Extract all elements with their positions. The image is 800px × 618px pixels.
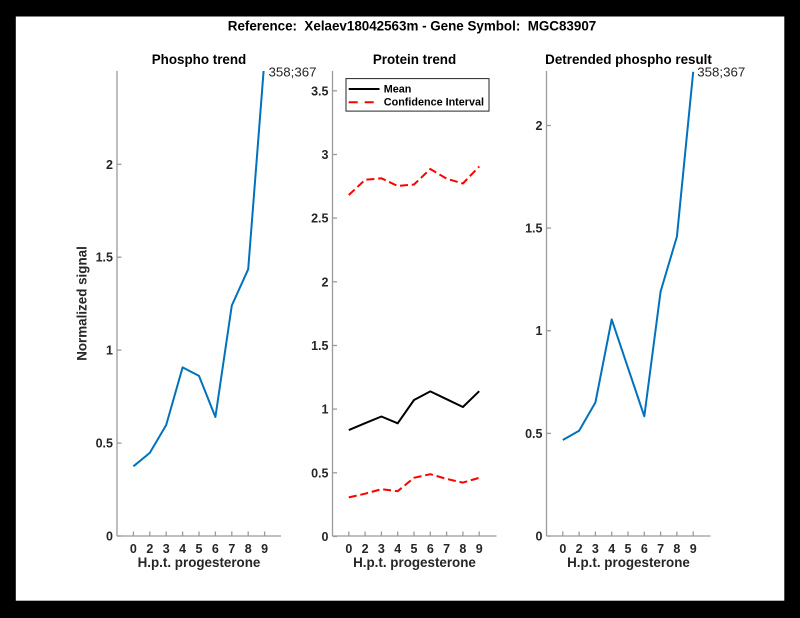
svg-text:7: 7 bbox=[657, 542, 664, 556]
svg-text:6: 6 bbox=[427, 542, 434, 556]
svg-text:8: 8 bbox=[673, 542, 680, 556]
svg-text:0.5: 0.5 bbox=[96, 437, 113, 451]
svg-text:4: 4 bbox=[394, 542, 401, 556]
svg-text:Mean: Mean bbox=[384, 84, 412, 96]
svg-text:2: 2 bbox=[322, 275, 329, 289]
svg-text:9: 9 bbox=[261, 542, 268, 556]
svg-text:Normalized signal: Normalized signal bbox=[75, 246, 90, 361]
svg-text:1: 1 bbox=[536, 324, 543, 338]
svg-text:4: 4 bbox=[179, 542, 186, 556]
svg-text:Detrended phospho result: Detrended phospho result bbox=[545, 52, 712, 67]
svg-text:Reference: Xelaev18042563m -: Reference: Xelaev18042563m - Gene Symbol… bbox=[228, 19, 596, 34]
svg-text:2: 2 bbox=[576, 542, 583, 556]
svg-text:7: 7 bbox=[443, 542, 450, 556]
svg-text:0: 0 bbox=[130, 542, 137, 556]
svg-text:0: 0 bbox=[345, 542, 352, 556]
svg-text:1.5: 1.5 bbox=[525, 222, 542, 236]
svg-text:358;367: 358;367 bbox=[269, 65, 317, 80]
svg-text:1: 1 bbox=[322, 403, 329, 417]
svg-text:8: 8 bbox=[459, 542, 466, 556]
svg-text:3: 3 bbox=[322, 148, 329, 162]
svg-text:2: 2 bbox=[362, 542, 369, 556]
svg-text:0.5: 0.5 bbox=[525, 427, 542, 441]
svg-text:9: 9 bbox=[476, 542, 483, 556]
svg-text:H.p.t. progesterone: H.p.t. progesterone bbox=[138, 555, 261, 570]
svg-text:0: 0 bbox=[559, 542, 566, 556]
svg-text:Confidence Interval: Confidence Interval bbox=[384, 97, 484, 109]
svg-text:8: 8 bbox=[245, 542, 252, 556]
svg-text:4: 4 bbox=[608, 542, 615, 556]
svg-text:6: 6 bbox=[641, 542, 648, 556]
svg-text:2: 2 bbox=[146, 542, 153, 556]
svg-text:2: 2 bbox=[106, 158, 113, 172]
svg-text:2: 2 bbox=[536, 119, 543, 133]
svg-text:0: 0 bbox=[106, 530, 113, 544]
svg-text:3: 3 bbox=[163, 542, 170, 556]
svg-text:9: 9 bbox=[690, 542, 697, 556]
svg-text:Phospho trend: Phospho trend bbox=[152, 52, 246, 67]
svg-text:H.p.t. progesterone: H.p.t. progesterone bbox=[353, 555, 476, 570]
svg-text:7: 7 bbox=[228, 542, 235, 556]
svg-text:358;367: 358;367 bbox=[697, 65, 745, 80]
svg-text:0.5: 0.5 bbox=[311, 466, 328, 480]
svg-text:3: 3 bbox=[378, 542, 385, 556]
svg-text:3.5: 3.5 bbox=[311, 84, 328, 98]
svg-text:5: 5 bbox=[196, 542, 203, 556]
svg-text:0: 0 bbox=[536, 530, 543, 544]
svg-text:Protein trend: Protein trend bbox=[373, 52, 456, 67]
svg-text:1.5: 1.5 bbox=[311, 339, 328, 353]
svg-text:5: 5 bbox=[625, 542, 632, 556]
svg-text:5: 5 bbox=[411, 542, 418, 556]
svg-text:H.p.t. progesterone: H.p.t. progesterone bbox=[567, 555, 690, 570]
svg-text:2.5: 2.5 bbox=[311, 212, 328, 226]
svg-text:0: 0 bbox=[322, 530, 329, 544]
svg-text:1: 1 bbox=[106, 344, 113, 358]
svg-text:3: 3 bbox=[592, 542, 599, 556]
svg-text:1.5: 1.5 bbox=[96, 251, 113, 265]
svg-text:6: 6 bbox=[212, 542, 219, 556]
